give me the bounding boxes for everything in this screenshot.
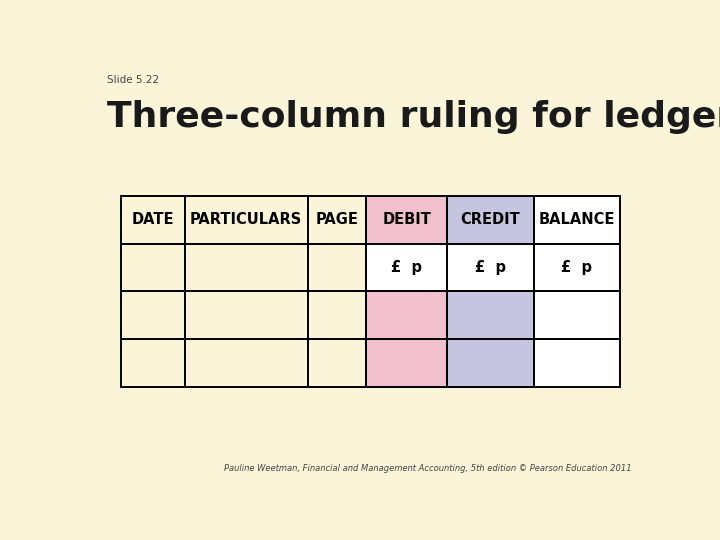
Text: DEBIT: DEBIT	[382, 212, 431, 227]
Bar	[366, 244, 447, 292]
Bar	[307, 196, 366, 244]
Bar	[366, 292, 447, 339]
Bar	[534, 339, 620, 387]
Bar	[185, 196, 307, 244]
Bar	[366, 196, 447, 244]
Text: £  p: £ p	[562, 260, 593, 275]
Bar	[307, 339, 366, 387]
Bar	[366, 339, 447, 387]
Bar	[185, 292, 307, 339]
Text: Slide 5.22: Slide 5.22	[107, 75, 159, 85]
Bar	[185, 244, 307, 292]
Text: £  p: £ p	[391, 260, 422, 275]
Text: PARTICULARS: PARTICULARS	[190, 212, 302, 227]
Bar	[534, 244, 620, 292]
Bar	[447, 339, 534, 387]
Bar	[534, 196, 620, 244]
Text: £  p: £ p	[475, 260, 506, 275]
Text: Pauline Weetman, Financial and Management Accounting, 5th edition © Pearson Educ: Pauline Weetman, Financial and Managemen…	[224, 464, 631, 473]
Bar	[307, 292, 366, 339]
Bar	[447, 196, 534, 244]
Text: CREDIT: CREDIT	[461, 212, 521, 227]
Bar	[447, 244, 534, 292]
Text: DATE: DATE	[132, 212, 174, 227]
Bar	[185, 339, 307, 387]
Bar	[534, 292, 620, 339]
Bar	[307, 244, 366, 292]
Text: BALANCE: BALANCE	[539, 212, 615, 227]
Bar	[121, 292, 185, 339]
Bar	[121, 244, 185, 292]
Text: PAGE: PAGE	[315, 212, 359, 227]
Bar	[447, 292, 534, 339]
Text: Three-column ruling for ledger account: Three-column ruling for ledger account	[107, 100, 720, 134]
Bar	[121, 339, 185, 387]
Bar	[121, 196, 185, 244]
